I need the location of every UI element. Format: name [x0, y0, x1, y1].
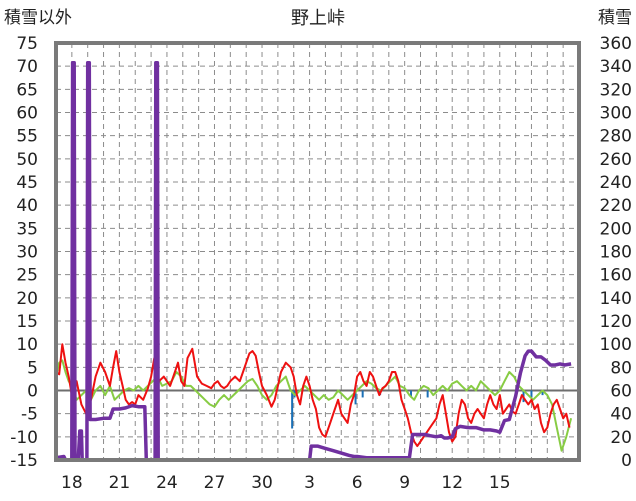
left-axis-tick-label: 20	[16, 289, 38, 309]
x-axis-tick-label: 15	[489, 473, 511, 493]
left-axis-tick-label: -10	[10, 428, 38, 448]
right-axis-tick-label: 140	[600, 289, 632, 309]
left-axis-tick-label: 70	[16, 57, 38, 77]
left-axis-tick-label: 50	[16, 150, 38, 170]
left-axis-tick-label: 30	[16, 243, 38, 263]
x-axis-tick-labels: 18 21 24 27 30 3 6 9 12 15	[61, 473, 511, 493]
left-axis-tick-label: 25	[16, 266, 38, 286]
x-axis-tick-label: 30	[251, 473, 273, 493]
right-axis-tick-label: 120	[600, 312, 632, 332]
right-axis-tick-label: 40	[610, 405, 632, 425]
right-axis-tick-label: 260	[600, 150, 632, 170]
right-axis-tick-label: 280	[600, 127, 632, 147]
right-axis-tick-label: 0	[621, 451, 632, 471]
left-axis-tick-label: 45	[16, 173, 38, 193]
right-axis-label: 積雪	[598, 8, 632, 28]
series-temperature-line	[55, 343, 571, 448]
left-axis-tick-label: 15	[16, 312, 38, 332]
x-axis-tick-label: 9	[399, 473, 410, 493]
series-layer	[55, 60, 573, 462]
x-axis-tick-label: 18	[61, 473, 83, 493]
chart-title: 野上峠	[291, 8, 345, 29]
right-axis-tick-labels: 0 20 40 60 80 100 120 140 160 180 200 220 240 260 280 3…	[600, 34, 632, 471]
left-axis-tick-label: 55	[16, 127, 38, 147]
left-axis-tick-label: 65	[16, 80, 38, 100]
x-axis-tick-label: 3	[304, 473, 315, 493]
x-axis-tick-label: 24	[156, 473, 178, 493]
left-axis-tick-label: -5	[21, 405, 38, 425]
left-axis-tick-label: 75	[16, 34, 38, 54]
right-axis-tick-label: 340	[600, 57, 632, 77]
right-axis-tick-label: 60	[610, 382, 632, 402]
series-snow-depth-line	[55, 60, 572, 462]
left-axis-tick-label: -15	[10, 451, 38, 471]
left-axis-tick-labels: -15 -10 -5 0 5 10 15 20 25 30 35 40 45 50 55 60 65 70 75	[10, 34, 38, 471]
right-axis-tick-label: 300	[600, 104, 632, 124]
right-axis-tick-label: 220	[600, 196, 632, 216]
right-axis-tick-label: 320	[600, 80, 632, 100]
right-axis-tick-label: 180	[600, 243, 632, 263]
x-axis-tick-label: 6	[352, 473, 363, 493]
right-axis-tick-label: 240	[600, 173, 632, 193]
left-axis-tick-label: 40	[16, 196, 38, 216]
right-axis-tick-label: 160	[600, 266, 632, 286]
right-axis-tick-label: 200	[600, 219, 632, 239]
right-axis-tick-label: 100	[600, 335, 632, 355]
right-axis-tick-label: 360	[600, 34, 632, 54]
x-axis-tick-label: 21	[109, 473, 131, 493]
x-axis-tick-label: 12	[441, 473, 463, 493]
x-axis-tick-label: 27	[204, 473, 226, 493]
right-axis-tick-label: 20	[610, 428, 632, 448]
left-axis-tick-label: 10	[16, 335, 38, 355]
series-green-line	[55, 359, 573, 452]
left-axis-tick-label: 60	[16, 104, 38, 124]
left-axis-tick-label: 5	[27, 358, 38, 378]
left-axis-label: 積雪以外	[4, 8, 72, 28]
left-axis-tick-label: 35	[16, 219, 38, 239]
plot-frame	[54, 41, 581, 462]
right-axis-tick-label: 80	[610, 358, 632, 378]
left-axis-tick-label: 0	[27, 382, 38, 402]
